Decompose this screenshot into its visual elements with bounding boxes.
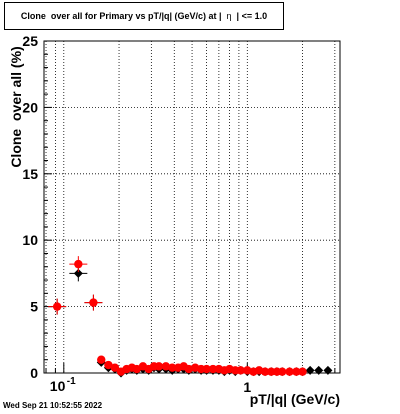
y-tick-label: 15 <box>22 166 38 182</box>
data-point-red <box>298 367 307 376</box>
data-point-red <box>260 367 270 376</box>
y-tick-label: 10 <box>22 232 38 248</box>
data-point-red <box>110 363 120 372</box>
data-point-red <box>236 366 245 375</box>
data-point-red <box>285 367 294 376</box>
chart-title: Clone over all for Primary vs pT/|q| (Ge… <box>4 2 284 30</box>
data-point-red <box>278 367 287 376</box>
data-point-red <box>74 259 83 269</box>
x-tick-label-exponent: -1 <box>67 376 76 387</box>
data-markers <box>48 256 333 378</box>
axes <box>43 40 341 374</box>
data-point-red <box>184 364 194 374</box>
data-point-red <box>168 363 177 372</box>
chart-title-text-2: | <= 1.0 <box>231 11 268 21</box>
timestamp: Wed Sep 21 10:52:55 2022 <box>3 401 103 410</box>
y-tick-label: 5 <box>30 299 38 315</box>
data-point-red <box>161 362 171 371</box>
y-axis-label: Clone over all (%) <box>8 46 24 168</box>
data-point-red <box>97 355 106 364</box>
data-point-black <box>73 268 83 278</box>
grid-lines <box>44 40 340 374</box>
data-point-black <box>314 365 324 375</box>
data-point-black <box>323 365 333 375</box>
y-tick-label: 0 <box>30 365 38 381</box>
y-tick-label: 20 <box>22 99 38 115</box>
x-tick-label: 10 <box>50 378 66 394</box>
data-point-red <box>208 364 218 374</box>
x-tick-label: 1 <box>243 379 251 395</box>
y-tick-label: 25 <box>22 33 38 49</box>
data-point-red <box>104 360 113 370</box>
chart-title-text-1: Clone over all for Primary vs pT/|q| (Ge… <box>20 11 227 21</box>
data-point-red <box>89 298 98 307</box>
data-point-red <box>202 364 211 374</box>
data-point-red <box>52 302 62 311</box>
data-point-black <box>305 365 315 375</box>
data-point-red <box>292 367 301 376</box>
chart-title-eta: η <box>226 11 232 21</box>
data-point-red <box>154 362 164 371</box>
x-axis-label: pT/|q| (GeV/c) <box>249 391 340 407</box>
